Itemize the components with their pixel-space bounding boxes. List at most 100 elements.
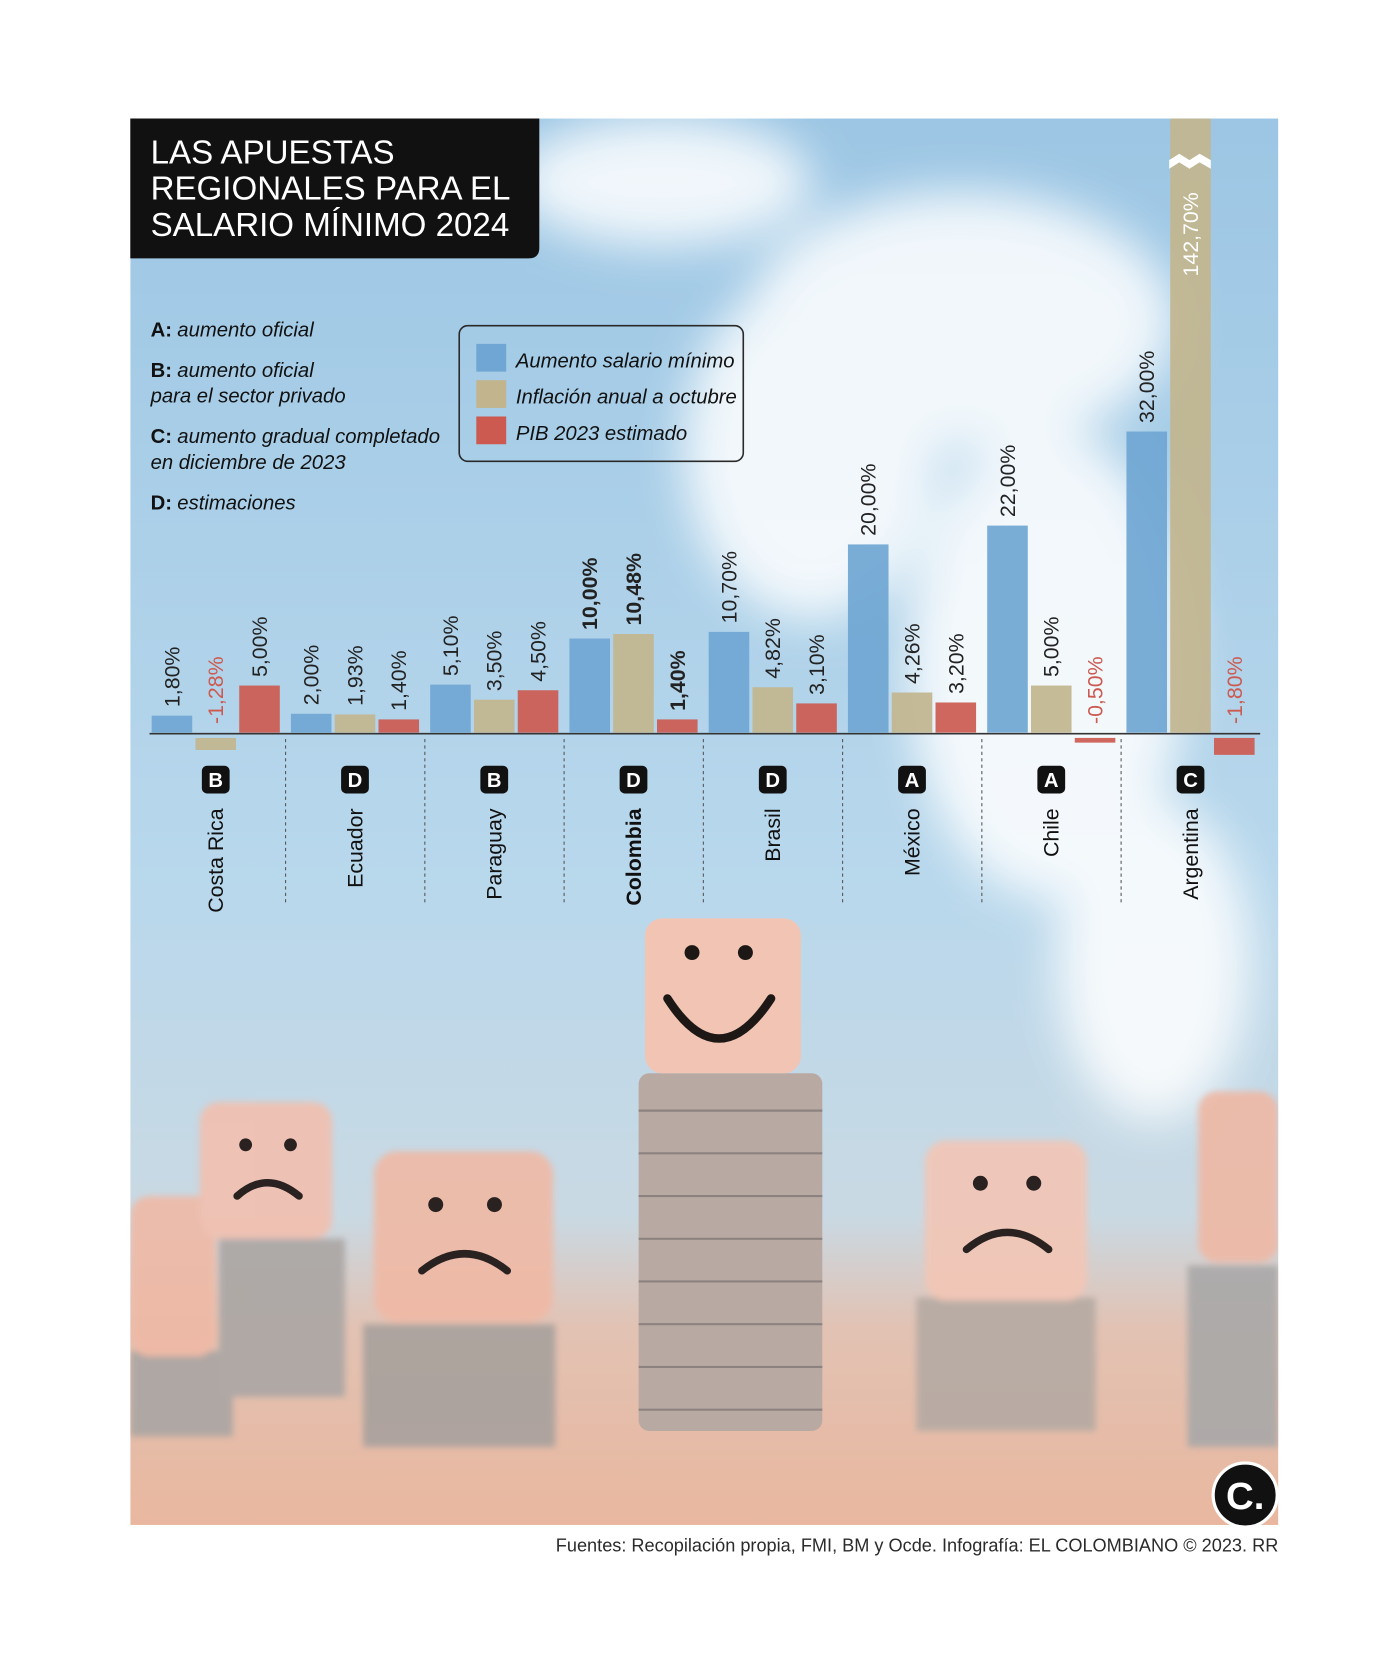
x-tick-label: Paraguay — [483, 808, 507, 900]
value-label: 5,00% — [1040, 616, 1064, 677]
value-label: -0,50% — [1084, 656, 1108, 724]
code-badge — [1176, 765, 1205, 794]
bar — [334, 714, 376, 733]
logo: C. — [1211, 1461, 1279, 1529]
bar — [430, 684, 471, 733]
code-label: D — [348, 770, 363, 792]
code-badge — [758, 765, 787, 794]
bar — [935, 702, 977, 733]
x-tick-label: Colombia — [622, 808, 646, 905]
x-tick-label: Brasil — [761, 808, 785, 861]
title-line: LAS APUESTAS — [151, 134, 395, 171]
code-label: A — [1044, 770, 1059, 792]
value-label: 5,10% — [439, 616, 463, 677]
value-label: -1,28% — [204, 656, 228, 724]
code-label: C — [1183, 770, 1198, 792]
code-label: B — [208, 770, 223, 792]
bar — [1074, 737, 1116, 743]
bar — [473, 699, 515, 733]
code-badge — [1037, 765, 1066, 794]
legend-swatch — [476, 380, 507, 408]
legend: Aumento salario mínimo Inflación anual a … — [476, 343, 737, 445]
title-line: SALARIO MÍNIMO 2024 — [151, 207, 510, 244]
bar — [708, 631, 750, 733]
bar — [891, 692, 933, 733]
value-label: 22,00% — [996, 445, 1020, 517]
value-label: 10,48% — [622, 553, 646, 625]
bar — [1030, 685, 1072, 733]
value-label: 10,70% — [717, 551, 741, 623]
legend-label: PIB 2023 estimado — [516, 423, 687, 445]
legend-swatch — [476, 416, 507, 445]
background-photo — [130, 118, 1279, 1525]
value-label: 20,00% — [857, 463, 881, 535]
code-label: D — [626, 770, 641, 792]
note-key: A: — [151, 319, 172, 341]
note-text: para el sector privado — [150, 386, 346, 408]
note-text: en diciembre de 2023 — [151, 452, 347, 474]
bar — [378, 719, 420, 733]
value-label: 2,00% — [300, 645, 324, 706]
bar — [239, 685, 280, 733]
bar — [1214, 737, 1255, 755]
bar — [987, 525, 1028, 733]
value-label: 3,50% — [483, 631, 507, 692]
legend-swatch — [476, 343, 507, 372]
bar — [656, 719, 698, 733]
x-tick-label: Costa Rica — [204, 808, 228, 913]
bar — [1126, 431, 1168, 733]
note-text: estimaciones — [177, 492, 295, 514]
bar — [569, 638, 611, 733]
code-badge — [480, 765, 509, 794]
bar — [796, 703, 837, 733]
value-label: 3,10% — [805, 634, 829, 695]
value-label: 1,40% — [387, 650, 411, 711]
bar — [151, 715, 193, 733]
legend-label: Aumento salario mínimo — [515, 350, 735, 372]
legend-label: Inflación anual a octubre — [516, 387, 737, 409]
title-line: REGIONALES PARA EL — [151, 171, 511, 208]
code-badge — [341, 765, 369, 794]
value-label: 4,82% — [761, 618, 785, 679]
note-text: aumento oficial — [177, 360, 314, 382]
code-badge — [201, 765, 230, 794]
logo-badge — [1211, 1461, 1279, 1529]
value-label: 4,26% — [900, 623, 924, 684]
code-badge — [619, 765, 648, 794]
value-label: -1,80% — [1223, 656, 1247, 724]
title-box — [130, 118, 540, 259]
logo-text: C. — [1226, 1475, 1264, 1518]
bar — [752, 687, 794, 733]
note-key: C: — [151, 426, 172, 448]
x-tick-label: Argentina — [1179, 808, 1203, 899]
x-tick-label: Ecuador — [343, 808, 367, 888]
x-tick-label: Chile — [1040, 808, 1064, 857]
value-label: 1,93% — [343, 645, 367, 706]
value-label: 3,20% — [944, 633, 968, 694]
value-label: 1,40% — [666, 650, 690, 711]
value-label: 1,80% — [160, 647, 184, 708]
note-key: B: — [151, 360, 172, 382]
bar — [847, 544, 889, 733]
value-label: 10,00% — [578, 558, 602, 630]
source: Fuentes: Recopilación propia, FMI, BM y … — [556, 1536, 1279, 1556]
code-label: D — [765, 770, 780, 792]
code-label: B — [487, 770, 502, 792]
bar — [195, 737, 237, 750]
bar — [517, 690, 559, 733]
bar — [613, 633, 654, 733]
legend-box — [458, 324, 745, 463]
bar — [290, 713, 332, 733]
bar — [1170, 118, 1211, 733]
axis-break — [1169, 153, 1211, 169]
note-text: aumento oficial — [177, 319, 314, 341]
code-badge — [898, 765, 926, 794]
plot-area: 1,80% -1,28% 5,00% B Costa Rica 2,00% 1,93% 1,4… — [149, 118, 1261, 913]
value-label: 4,50% — [527, 621, 551, 682]
value-label: 5,00% — [248, 616, 272, 677]
value-label: 142,70% — [1179, 192, 1203, 276]
